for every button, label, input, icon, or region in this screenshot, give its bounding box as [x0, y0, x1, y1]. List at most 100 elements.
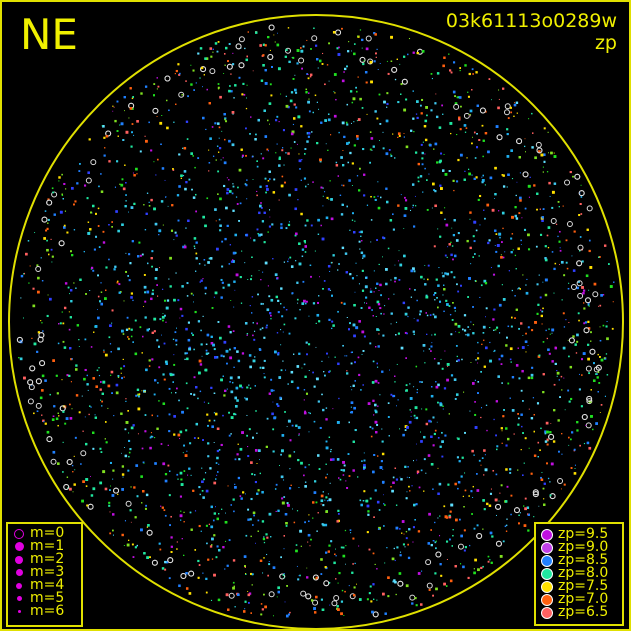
star-mark: [167, 205, 169, 207]
star-mark: [234, 483, 236, 485]
star-mark: [425, 422, 429, 426]
star-mark: [225, 206, 228, 210]
star-mark: [511, 376, 515, 379]
star-mark: [441, 431, 443, 434]
star-mark: [242, 82, 245, 85]
star-mark: [302, 280, 305, 283]
star-mark: [577, 280, 580, 283]
star-mark: [296, 510, 299, 512]
star-mark: [469, 109, 473, 113]
star-mark: [505, 530, 508, 532]
star-mark: [71, 464, 74, 467]
star-mark: [228, 539, 231, 542]
star-mark: [336, 458, 340, 461]
star-mark: [346, 103, 349, 106]
star-mark: [230, 300, 232, 301]
star-mark: [217, 193, 219, 195]
star-mark: [449, 69, 452, 72]
star-mark: [251, 156, 253, 158]
star-mark: [207, 424, 209, 427]
star-mark: [575, 352, 578, 354]
star-mark: [406, 476, 408, 478]
star-mark: [31, 385, 33, 387]
star-mark: [249, 365, 252, 369]
star-mark: [181, 285, 184, 288]
star-mark: [353, 144, 356, 147]
star-mark: [85, 177, 92, 184]
star-mark: [267, 231, 269, 233]
star-mark: [535, 245, 538, 248]
star-mark: [130, 426, 134, 430]
star-mark: [304, 375, 307, 378]
star-mark: [245, 534, 248, 537]
star-mark: [475, 71, 478, 74]
star-mark: [297, 115, 301, 119]
star-mark: [392, 228, 395, 231]
star-mark: [170, 515, 172, 518]
star-mark: [412, 541, 414, 543]
star-mark: [257, 118, 260, 122]
star-mark: [505, 524, 508, 527]
star-mark: [230, 416, 234, 420]
star-mark: [581, 414, 588, 421]
star-mark: [606, 374, 609, 376]
star-mark: [92, 487, 96, 491]
star-mark: [549, 431, 552, 434]
star-mark: [249, 518, 252, 521]
star-mark: [443, 153, 445, 155]
star-mark: [125, 200, 127, 202]
star-mark: [437, 383, 440, 387]
star-mark: [86, 374, 88, 377]
star-mark: [326, 473, 328, 475]
star-mark: [178, 584, 181, 588]
star-mark: [86, 383, 89, 386]
star-mark: [74, 368, 78, 371]
star-mark: [113, 106, 115, 108]
star-mark: [538, 505, 540, 507]
star-mark: [435, 115, 439, 119]
star-mark: [214, 208, 217, 211]
star-mark: [548, 181, 551, 185]
star-mark: [61, 173, 63, 176]
star-mark: [517, 288, 519, 290]
star-mark: [490, 267, 492, 269]
star-mark: [109, 343, 112, 345]
star-mark: [450, 132, 452, 135]
star-mark: [300, 212, 303, 216]
star-mark: [251, 296, 254, 298]
star-mark: [493, 273, 496, 276]
star-mark: [249, 387, 252, 389]
star-mark: [566, 221, 573, 228]
star-mark: [483, 508, 486, 511]
star-mark: [369, 60, 373, 64]
star-mark: [179, 471, 183, 475]
star-mark: [185, 382, 188, 385]
star-mark: [428, 348, 431, 350]
star-mark: [259, 185, 262, 188]
star-mark: [422, 344, 426, 347]
star-mark: [463, 329, 467, 332]
star-mark: [144, 85, 148, 88]
star-mark: [84, 416, 86, 418]
star-mark: [301, 302, 305, 305]
star-mark: [437, 467, 439, 469]
star-mark: [128, 253, 131, 256]
star-mark: [111, 221, 113, 223]
star-mark: [512, 249, 514, 251]
star-mark: [138, 395, 140, 398]
star-mark: [516, 181, 518, 183]
star-mark: [231, 381, 234, 384]
star-mark: [541, 323, 543, 325]
star-mark: [397, 101, 400, 104]
star-mark: [144, 228, 147, 231]
star-mark: [31, 337, 33, 339]
star-mark: [42, 419, 45, 423]
star-mark: [420, 143, 423, 146]
star-mark: [176, 548, 178, 550]
star-mark: [538, 274, 540, 276]
star-mark: [611, 327, 614, 330]
star-mark: [542, 166, 544, 168]
star-mark: [385, 282, 388, 286]
star-mark: [57, 424, 59, 427]
star-mark: [348, 585, 350, 587]
